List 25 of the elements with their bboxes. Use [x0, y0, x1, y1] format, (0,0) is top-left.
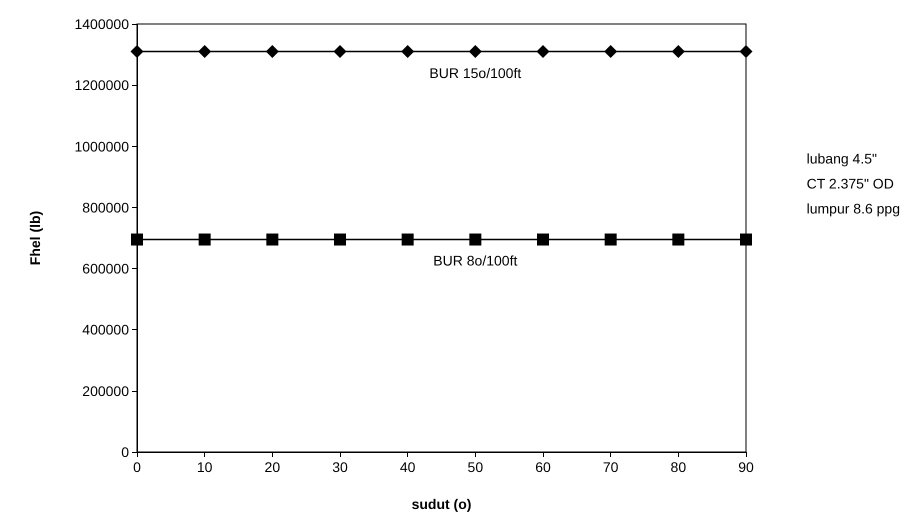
x-tick-label: 50: [468, 459, 484, 475]
y-tick-label: 1400000: [74, 16, 130, 32]
x-tick-label: 10: [196, 459, 213, 475]
text: CT 2.375" OD: [806, 176, 894, 192]
text: lubang 4.5": [806, 150, 877, 166]
y-tick-label: 600000: [82, 260, 130, 277]
series-label: BUR 8o/100ft: [433, 252, 518, 269]
x-tick-label: 70: [602, 459, 619, 475]
x-tick-label: 30: [332, 459, 348, 475]
x-tick-label: 90: [738, 459, 754, 475]
y-tick-label: 200000: [82, 382, 130, 399]
y-tick-label: 1000000: [74, 138, 130, 154]
y-axis-title: Fhel (lb): [27, 210, 43, 266]
series-label: BUR 15o/100ft: [429, 65, 522, 82]
x-axis-title: sudut (o): [412, 496, 472, 512]
y-tick-label: 800000: [82, 199, 130, 216]
x-tick-label: 80: [670, 459, 686, 475]
x-tick-label: 60: [535, 459, 551, 475]
y-tick-label: 0: [121, 444, 130, 460]
y-tick-label: 1200000: [74, 77, 130, 94]
x-tick-label: 40: [400, 459, 416, 475]
text: lumpur 8.6 ppg: [806, 200, 900, 216]
x-tick-label: 20: [264, 459, 280, 475]
x-tick-label: 0: [133, 459, 142, 475]
y-tick-label: 400000: [82, 322, 130, 338]
